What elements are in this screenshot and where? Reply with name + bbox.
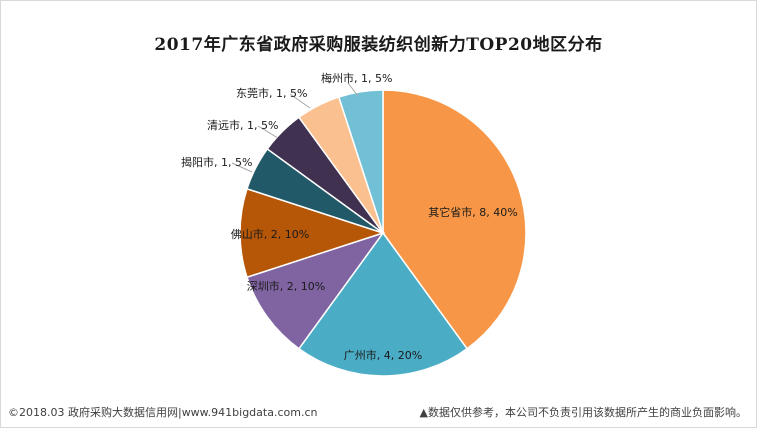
- slice-label-4: 揭阳市, 1, 5%: [181, 155, 252, 169]
- slice-label-6: 东莞市, 1, 5%: [236, 86, 307, 100]
- pie-slice-2: [246, 231, 385, 350]
- footer-copyright: ©2018.03 政府采购大数据信用网|www.941bigdata.com.c…: [8, 406, 318, 419]
- pie-slice-7: [337, 89, 384, 234]
- pie-slice-1: [297, 231, 469, 377]
- slice-labels: 其它省市, 8, 40% 广州市, 4, 20% 深圳市, 2, 10% 佛山市, 2…: [181, 71, 518, 362]
- leader-line-6: [289, 93, 311, 109]
- chart-title: 2017年广东省政府采购服装纺织创新力TOP20地区分布: [154, 35, 603, 55]
- slice-label-0: 其它省市, 8, 40%: [428, 205, 517, 219]
- leader-lines: [231, 82, 359, 173]
- footer-disclaimer: ▲数据仅供参考，本公司不负责引用该数据所产生的商业负面影响。: [419, 406, 747, 419]
- slice-label-1: 广州市, 4, 20%: [344, 348, 422, 362]
- slice-label-5: 清远市, 1, 5%: [207, 118, 278, 132]
- pie-slice-0: [382, 89, 527, 350]
- slice-label-2: 深圳市, 2, 10%: [247, 279, 325, 293]
- pie-slice-3: [239, 187, 386, 279]
- pie-slices: [239, 89, 527, 377]
- leader-line-4: [231, 162, 253, 173]
- slice-label-7: 梅州市, 1, 5%: [321, 71, 392, 85]
- slice-label-3: 佛山市, 2, 10%: [231, 227, 309, 241]
- leader-line-7: [347, 82, 359, 97]
- leader-line-5: [257, 125, 279, 139]
